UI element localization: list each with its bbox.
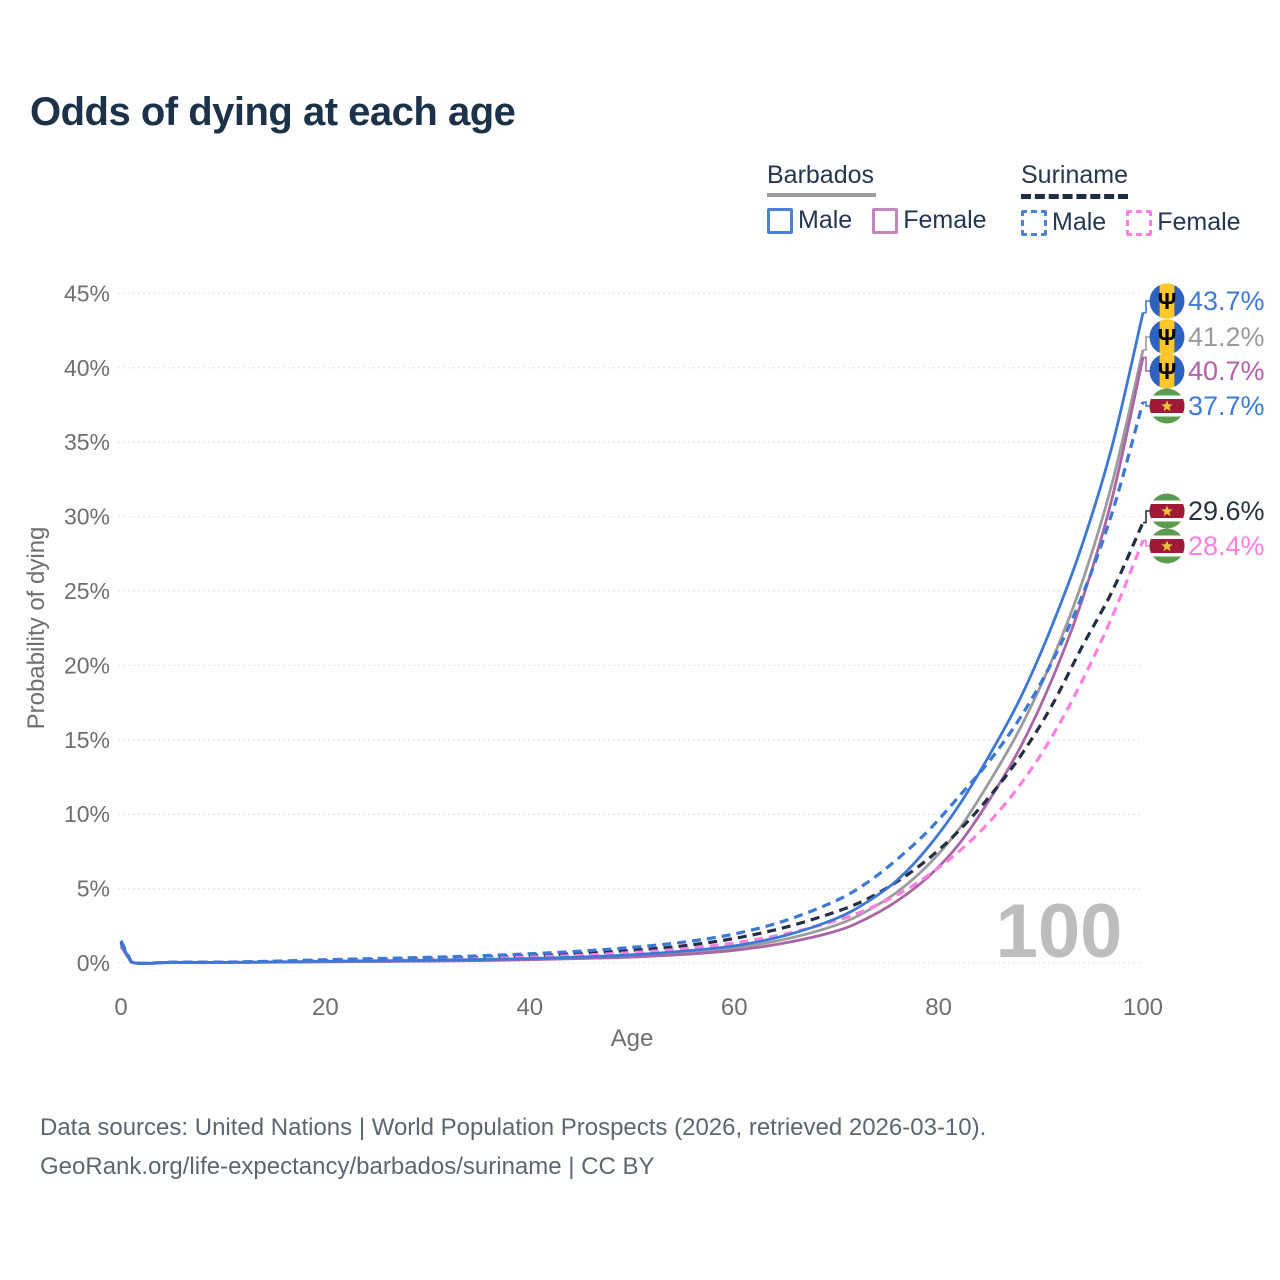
legend-group-barbados: Barbados Male Female <box>767 161 1001 235</box>
legend-underline-barbados <box>767 193 876 197</box>
data-source-line: Data sources: United Nations | World Pop… <box>40 1114 987 1141</box>
legend-label-barbados-male: Male <box>798 206 853 234</box>
y-tick-45%: 45% <box>64 280 110 306</box>
legend-row-barbados: Male Female <box>767 206 1001 235</box>
flag-barbados-icon: Ψ <box>1149 283 1185 319</box>
x-tick-60: 60 <box>721 994 748 1021</box>
trident-icon: Ψ <box>1158 358 1177 384</box>
legend-underline-suriname <box>1021 194 1128 199</box>
y-tick-15%: 15% <box>64 727 110 753</box>
x-tick-40: 40 <box>516 994 543 1021</box>
legend-swatch-barbados-male <box>767 207 793 234</box>
end-label-suriname-both: 29.6% <box>1188 496 1265 526</box>
y-tick-5%: 5% <box>77 876 110 902</box>
end-label-barbados-female: 40.7% <box>1188 356 1265 386</box>
label-connector-suriname-male <box>1143 401 1150 407</box>
y-tick-30%: 30% <box>64 504 110 530</box>
x-tick-100: 100 <box>1123 994 1163 1021</box>
y-axis-title: Probability of dying <box>23 527 50 730</box>
legend-item-suriname-female[interactable]: Female <box>1126 208 1241 237</box>
legend-swatch-suriname-female <box>1126 209 1153 236</box>
label-connector-barbados-male <box>1143 300 1150 314</box>
legend-row-suriname: Male Female <box>1021 208 1255 237</box>
label-connector-barbados-both <box>1143 336 1150 351</box>
y-tick-40%: 40% <box>64 355 110 381</box>
attribution-line: GeoRank.org/life-expectancy/barbados/sur… <box>40 1153 655 1180</box>
end-label-suriname-male: 37.7% <box>1188 391 1265 421</box>
legend-item-barbados-female[interactable]: Female <box>872 206 987 235</box>
label-connector-barbados-female <box>1143 356 1150 372</box>
y-tick-0%: 0% <box>77 950 110 976</box>
legend-group-title-barbados: Barbados <box>767 161 875 189</box>
end-label-barbados-male: 43.7% <box>1188 286 1265 316</box>
x-axis-title: Age <box>611 1025 654 1052</box>
legend-item-suriname-male[interactable]: Male <box>1021 208 1106 237</box>
label-connector-suriname-both <box>1143 510 1150 524</box>
star-icon <box>1161 505 1173 517</box>
age-watermark: 100 <box>996 889 1123 974</box>
data-source-footer: Data sources: United Nations | World Pop… <box>40 1108 986 1186</box>
legend-swatch-barbados-female <box>872 207 899 234</box>
page-title: Odds of dying at each age <box>30 90 516 134</box>
star-icon <box>1161 540 1173 552</box>
flag-barbados-icon: Ψ <box>1149 353 1185 389</box>
flag-suriname-icon <box>1149 493 1185 529</box>
legend-group-suriname: Suriname Male Female <box>1021 161 1255 237</box>
end-label-suriname-female: 28.4% <box>1188 531 1265 561</box>
trident-icon: Ψ <box>1158 324 1177 350</box>
y-tick-35%: 35% <box>64 429 110 455</box>
x-tick-80: 80 <box>925 994 952 1021</box>
label-connector-suriname-female <box>1143 539 1150 547</box>
legend-label-suriname-male: Male <box>1052 208 1107 236</box>
flag-suriname-icon <box>1149 388 1185 424</box>
series-line-barbados-male <box>119 312 1145 965</box>
star-icon <box>1161 400 1173 412</box>
flag-suriname-icon <box>1149 528 1185 564</box>
series-line-suriname-male <box>119 401 1145 966</box>
legend-swatch-suriname-male <box>1021 209 1047 236</box>
series-line-barbados-female <box>119 357 1145 965</box>
legend-group-title-suriname: Suriname <box>1021 161 1128 189</box>
legend-label-suriname-female: Female <box>1157 208 1241 236</box>
flag-barbados-icon: Ψ <box>1149 319 1185 355</box>
y-tick-20%: 20% <box>64 652 110 678</box>
y-tick-10%: 10% <box>64 801 110 827</box>
x-tick-20: 20 <box>312 994 339 1021</box>
end-label-barbados-both: 41.2% <box>1188 322 1265 352</box>
legend-item-barbados-male[interactable]: Male <box>767 206 852 235</box>
trident-icon: Ψ <box>1158 288 1177 314</box>
y-tick-25%: 25% <box>64 578 110 604</box>
x-tick-0: 0 <box>114 994 127 1021</box>
legend-label-barbados-female: Female <box>903 206 987 234</box>
series-line-suriname-both <box>119 521 1145 966</box>
